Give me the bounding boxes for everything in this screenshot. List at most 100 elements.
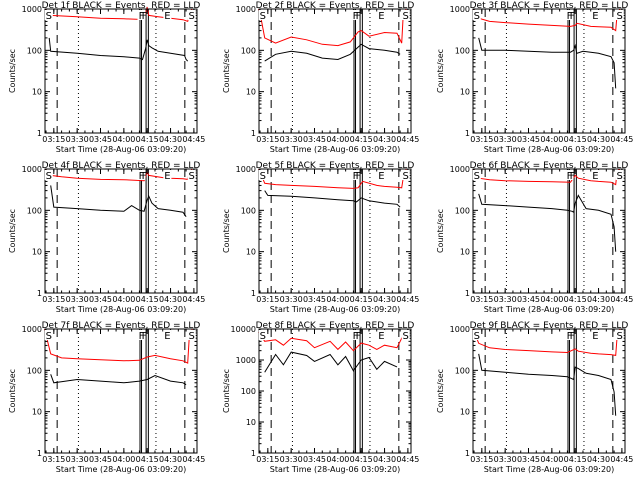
- plot-frame: [44, 8, 198, 134]
- y-tick-label: 100: [241, 206, 256, 215]
- x-tick-label: 04:15: [564, 295, 587, 304]
- flag-label: S: [474, 171, 480, 182]
- plot-frame: [258, 328, 412, 454]
- events-series-line: [478, 37, 617, 89]
- detector-panel: Det 3f BLACK = Events, RED = LLD Counts/s…: [436, 1, 633, 154]
- flag-backing: [472, 10, 481, 20]
- x-tick-label: 04:30: [159, 295, 182, 304]
- plot-frame: [44, 168, 198, 294]
- flag-label: F: [139, 331, 145, 342]
- flag-label: E: [378, 11, 384, 22]
- y-tick-label: 1000: [236, 356, 256, 365]
- flag-label: F: [353, 11, 359, 22]
- x-tick-label: 04:30: [159, 455, 182, 464]
- events-series-line: [48, 37, 189, 62]
- x-axis-label: Start Time (28-Aug-06 03:09:20): [270, 145, 401, 154]
- lld-series-line: [472, 8, 621, 32]
- y-tick-label: 1000: [236, 5, 256, 14]
- flag-backing: [351, 330, 360, 340]
- flag-label: S: [46, 11, 52, 22]
- flag-label: S: [474, 331, 480, 342]
- plot-frame: [472, 8, 626, 134]
- x-tick-label: 04:30: [373, 135, 396, 144]
- panel-title: Det 8f BLACK = Events, RED = LLD: [256, 321, 415, 331]
- x-tick-label: 03:45: [517, 135, 540, 144]
- x-tick-label: 03:30: [66, 455, 89, 464]
- x-tick-label: 03:15: [470, 455, 493, 464]
- flag-label: E: [592, 11, 598, 22]
- flag-backing: [44, 10, 53, 20]
- y-tick-label: 10000: [231, 325, 256, 334]
- flag-label: F: [142, 331, 148, 342]
- x-tick-label: 03:15: [42, 295, 65, 304]
- y-tick-label: 1: [37, 129, 42, 138]
- flag-label: S: [189, 171, 195, 182]
- y-tick-label: 100: [455, 366, 470, 375]
- flag-backing: [615, 170, 624, 180]
- y-axis-label: Counts/sec: [8, 49, 17, 93]
- detector-panel: Det 8f BLACK = Events, RED = LLD Counts/s…: [222, 321, 419, 474]
- x-tick-label: 04:00: [112, 135, 135, 144]
- plot-frame: [258, 8, 412, 134]
- flag-backing: [377, 330, 386, 340]
- flag-backing: [187, 10, 196, 20]
- x-tick-label: 03:15: [470, 295, 493, 304]
- lld-series-line: [258, 330, 407, 352]
- y-tick-label: 100: [27, 46, 42, 55]
- panel-title: Det 2f BLACK = Events, RED = LLD: [256, 1, 415, 11]
- x-tick-label: 03:45: [303, 295, 326, 304]
- detector-panel: Det 4f BLACK = Events, RED = LLD Counts/s…: [8, 161, 205, 314]
- panel-title: Det 5f BLACK = Events, RED = LLD: [256, 161, 415, 171]
- y-tick-label: 10: [460, 248, 470, 257]
- y-tick-label: 100: [27, 206, 42, 215]
- lld-series-line: [258, 8, 407, 47]
- x-tick-label: 04:45: [396, 455, 419, 464]
- y-tick-label: 1: [465, 289, 470, 298]
- y-axis-label: Counts/sec: [222, 369, 231, 413]
- flag-label: S: [617, 171, 623, 182]
- flag-label: E: [378, 171, 384, 182]
- flag-label: E: [164, 11, 170, 22]
- x-tick-label: 04:45: [396, 135, 419, 144]
- x-tick-label: 04:15: [136, 455, 159, 464]
- flag-backing: [163, 170, 172, 180]
- y-tick-label: 1000: [450, 325, 470, 334]
- events-series-line: [478, 353, 617, 416]
- x-axis-label: Start Time (28-Aug-06 03:09:20): [56, 305, 187, 314]
- flag-backing: [377, 170, 386, 180]
- x-tick-label: 04:15: [136, 295, 159, 304]
- flag-backing: [472, 170, 481, 180]
- flag-label: E: [592, 171, 598, 182]
- x-tick-label: 03:30: [280, 135, 303, 144]
- flag-label: E: [164, 171, 170, 182]
- x-tick-label: 03:45: [89, 295, 112, 304]
- y-tick-label: 1: [37, 289, 42, 298]
- x-tick-label: 04:00: [326, 455, 349, 464]
- flag-label: F: [353, 171, 359, 182]
- flag-label: F: [567, 11, 573, 22]
- panel-title: Det 4f BLACK = Events, RED = LLD: [42, 161, 201, 171]
- x-tick-label: 03:45: [517, 295, 540, 304]
- x-axis-label: Start Time (28-Aug-06 03:09:20): [484, 145, 615, 154]
- detector-panel: Det 1f BLACK = Events, RED = LLD Counts/s…: [8, 1, 205, 154]
- y-tick-label: 1000: [22, 165, 42, 174]
- detector-panel: Det 5f BLACK = Events, RED = LLD Counts/s…: [222, 161, 419, 314]
- y-tick-label: 10: [246, 248, 256, 257]
- x-tick-label: 03:30: [494, 135, 517, 144]
- flag-backing: [565, 10, 574, 20]
- flag-label: F: [139, 171, 145, 182]
- y-tick-label: 10: [246, 418, 256, 427]
- flag-label: F: [142, 11, 148, 22]
- x-tick-label: 04:00: [540, 455, 563, 464]
- flag-backing: [351, 170, 360, 180]
- y-tick-label: 100: [27, 366, 42, 375]
- flag-label: S: [260, 331, 266, 342]
- y-axis-label: Counts/sec: [436, 369, 445, 413]
- flag-backing: [591, 10, 600, 20]
- y-tick-label: 10: [32, 248, 42, 257]
- flag-label: S: [189, 331, 195, 342]
- x-axis-label: Start Time (28-Aug-06 03:09:20): [56, 145, 187, 154]
- x-tick-label: 04:00: [112, 295, 135, 304]
- x-tick-label: 04:15: [136, 135, 159, 144]
- flag-backing: [44, 330, 53, 340]
